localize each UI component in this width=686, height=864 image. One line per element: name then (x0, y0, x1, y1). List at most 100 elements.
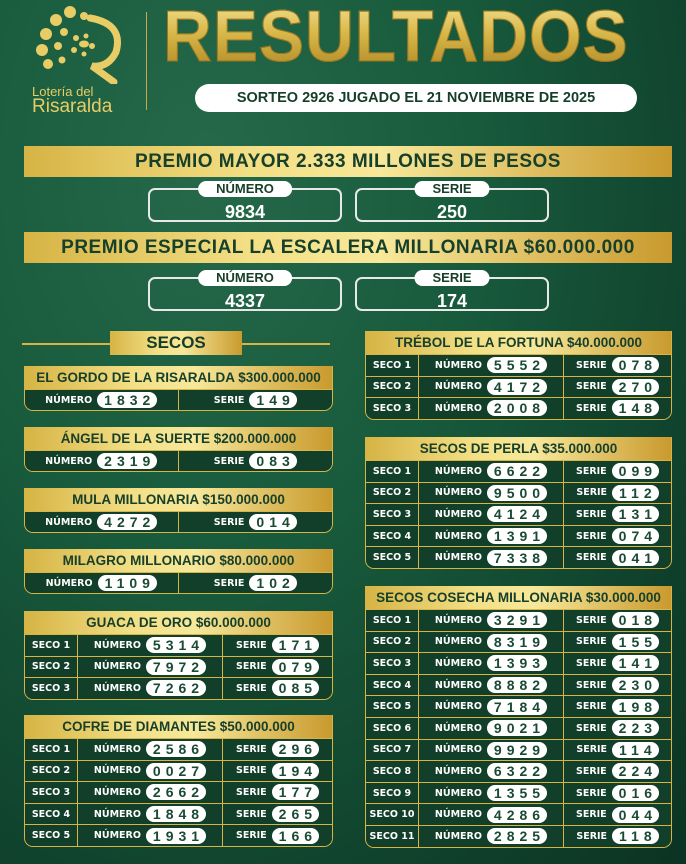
seco-row: SECO 6 NÚMERO 9021 SERIE 223 (366, 716, 671, 739)
numero-cell: NÚMERO 2825 (419, 825, 564, 847)
numero-cell: NÚMERO 8882 (419, 674, 564, 696)
seco-row: SECO 3 NÚMERO 7262 SERIE 085 (25, 677, 332, 699)
numero-label: NÚMERO (434, 465, 482, 477)
seco-row: SECO 1 NÚMERO 5552 SERIE 078 (366, 354, 671, 376)
serie-label: SERIE (575, 552, 607, 564)
numero-label: NÚMERO (434, 614, 482, 626)
serie-value: 250 (436, 202, 468, 222)
seco-card: MILAGRO MILLONARIO $80.000.000 NÚMERO 110… (24, 549, 333, 594)
serie-label: SERIE (235, 682, 267, 694)
serie-cell: SERIE 265 (223, 804, 332, 825)
numero-cell: NÚMERO 1393 (419, 653, 564, 674)
multi-seco-card: GUACA DE ORO $60.000.000 SECO 1 NÚMERO 53… (24, 611, 333, 700)
serie-value: 041 (611, 549, 660, 566)
multi-seco-card: TRÉBOL DE LA FORTUNA $40.000.000 SECO 1 … (365, 331, 672, 420)
logo-line1: Lotería del (32, 84, 94, 99)
numero-label: NÚMERO (45, 455, 93, 467)
numero-value: 4272 (97, 514, 158, 530)
serie-value: 074 (611, 528, 660, 545)
numero-value: 7972 (145, 658, 207, 675)
seco-title: COFRE DE DIAMANTES $50.000.000 (25, 715, 332, 738)
serie-label: SERIE (575, 508, 607, 520)
serie-label: SERIE (575, 787, 607, 799)
serie-cell: SERIE 198 (564, 696, 671, 717)
numero-cell: NÚMERO 5552 (419, 355, 564, 376)
loteria-risaralda-logo: Lotería del Risaralda (28, 4, 138, 117)
serie-cell: SERIE 118 (564, 826, 671, 847)
serie-value: 085 (271, 680, 320, 697)
serie-label: SERIE (235, 830, 267, 842)
seco-label: SECO 7 (366, 739, 419, 761)
serie-label: SERIE (575, 530, 607, 542)
numero-value: 8882 (486, 677, 548, 694)
numero-cell: NÚMERO 1391 (419, 525, 564, 547)
numero-label: NÚMERO (93, 786, 141, 798)
seco-row: NÚMERO 1109 SERIE 102 (25, 572, 332, 593)
numero-label: NÚMERO (45, 394, 93, 406)
numero-value: 8319 (486, 633, 548, 650)
seco-row: NÚMERO 4272 SERIE 014 (25, 511, 332, 532)
seco-label: SECO 1 (25, 739, 78, 760)
serie-cell: SERIE 296 (223, 739, 332, 760)
serie-cell: SERIE 102 (179, 573, 333, 593)
numero-label: NÚMERO (434, 679, 482, 691)
seco-row: SECO 1 NÚMERO 3291 SERIE 018 (366, 609, 671, 631)
serie-value: 099 (611, 463, 660, 480)
numero-value: 7184 (486, 698, 548, 715)
serie-label: SERIE (235, 765, 267, 777)
serie-cell: SERIE 114 (564, 740, 671, 761)
seco-row: SECO 2 NÚMERO 9500 SERIE 112 (366, 481, 671, 504)
numero-label: NÚMERO (93, 830, 141, 842)
numero-label: NÚMERO (93, 765, 141, 777)
serie-value: 131 (611, 506, 660, 523)
numero-value: 4286 (486, 806, 548, 823)
serie-value: 224 (611, 763, 660, 780)
numero-label: NÚMERO (93, 682, 141, 694)
seco-title: TRÉBOL DE LA FORTUNA $40.000.000 (366, 331, 671, 354)
serie-cell: SERIE 194 (223, 761, 332, 782)
serie-value: 079 (271, 658, 320, 675)
serie-cell: SERIE 044 (564, 804, 671, 825)
main-prize-title: PREMIO MAYOR 2.333 MILLONES DE PESOS (24, 146, 672, 177)
serie-value: 114 (612, 741, 659, 758)
seco-row: SECO 10 NÚMERO 4286 SERIE 044 (366, 803, 671, 825)
serie-cell: SERIE 131 (564, 504, 671, 525)
main-prize-title: PREMIO ESPECIAL LA ESCALERA MILLONARIA $… (24, 232, 672, 263)
serie-cell: SERIE 166 (223, 825, 332, 846)
seco-label: SECO 11 (366, 825, 419, 847)
seco-row: SECO 1 NÚMERO 6622 SERIE 099 (366, 460, 671, 482)
seco-label: SECO 3 (366, 653, 419, 674)
serie-value: 016 (611, 785, 660, 802)
numero-value: 9929 (486, 741, 548, 758)
serie-value: 083 (249, 453, 297, 469)
seco-row: SECO 3 NÚMERO 2008 SERIE 148 (366, 397, 671, 419)
numero-label: NÚMERO (434, 381, 482, 393)
seco-title: GUACA DE ORO $60.000.000 (25, 611, 332, 634)
seco-row: SECO 3 NÚMERO 1393 SERIE 141 (366, 652, 671, 674)
serie-cell: SERIE 083 (179, 451, 333, 471)
serie-label: SERIE (575, 701, 607, 713)
numero-value: 0027 (145, 762, 207, 779)
numero-value: 2825 (486, 828, 548, 845)
numero-value: 2319 (97, 453, 158, 469)
numero-value: 4337 (224, 291, 266, 311)
numero-cell: NÚMERO 7184 (419, 696, 564, 717)
numero-cell: NÚMERO 2662 (78, 782, 223, 803)
serie-cell: SERIE 112 (564, 483, 671, 504)
serie-cell: SERIE 149 (179, 390, 333, 410)
serie-label: SERIE (235, 808, 267, 820)
serie-label: SERIE (213, 394, 245, 406)
serie-cell: SERIE 099 (564, 461, 671, 482)
seco-label: SECO 1 (366, 461, 419, 482)
seco-title: MILAGRO MILLONARIO $80.000.000 (25, 549, 332, 572)
serie-label: SERIE (575, 722, 607, 734)
seco-label: SECO 3 (366, 504, 419, 525)
serie-label: SERIE (235, 661, 267, 673)
seco-label: SECO 4 (366, 674, 419, 696)
numero-label: NÚMERO (434, 657, 482, 669)
serie-cell: SERIE 085 (223, 678, 332, 699)
numero-label: NÚMERO (434, 744, 482, 756)
multi-seco-card: SECOS COSECHA MILLONARIA $30.000.000 SEC… (365, 586, 672, 848)
serie-cell: SERIE 230 (564, 675, 671, 696)
numero-value: 9500 (486, 484, 548, 501)
